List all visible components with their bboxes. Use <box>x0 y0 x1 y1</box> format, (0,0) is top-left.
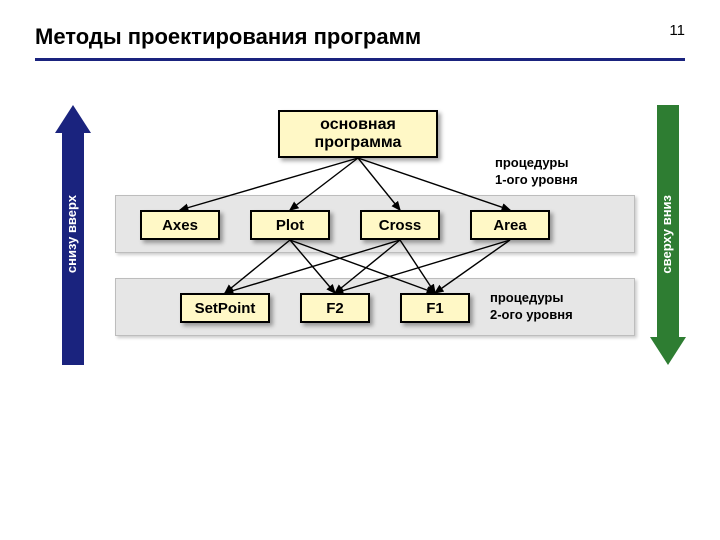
node-setpoint: SetPoint <box>180 293 270 323</box>
arrow-up-head-icon <box>55 105 91 133</box>
node-cross-label: Cross <box>379 217 422 234</box>
arrow-top-down: сверху вниз <box>650 105 686 365</box>
node-area: Area <box>470 210 550 240</box>
node-cross: Cross <box>360 210 440 240</box>
connector-lines <box>0 0 720 540</box>
title-rule <box>35 58 685 61</box>
node-axes-label: Axes <box>162 217 198 234</box>
arrow-up-label: снизу вверх <box>64 195 79 273</box>
arrow-down-label: сверху вниз <box>659 195 674 274</box>
node-axes: Axes <box>140 210 220 240</box>
arrow-bottom-up: снизу вверх <box>55 105 91 365</box>
page-title: Методы проектирования программ <box>35 24 421 50</box>
level1-caption: процедуры1-ого уровня <box>495 155 578 189</box>
node-area-label: Area <box>493 217 526 234</box>
node-root-label: основнаяпрограмма <box>315 116 402 152</box>
node-plot: Plot <box>250 210 330 240</box>
level2-caption: процедуры2-ого уровня <box>490 290 573 324</box>
node-plot-label: Plot <box>276 217 304 234</box>
node-f1-label: F1 <box>426 300 444 317</box>
node-root: основнаяпрограмма <box>278 110 438 158</box>
node-f2-label: F2 <box>326 300 344 317</box>
page-number: 11 <box>669 22 685 39</box>
arrow-down-head-icon <box>650 337 686 365</box>
node-setpoint-label: SetPoint <box>195 300 256 317</box>
node-f2: F2 <box>300 293 370 323</box>
node-f1: F1 <box>400 293 470 323</box>
